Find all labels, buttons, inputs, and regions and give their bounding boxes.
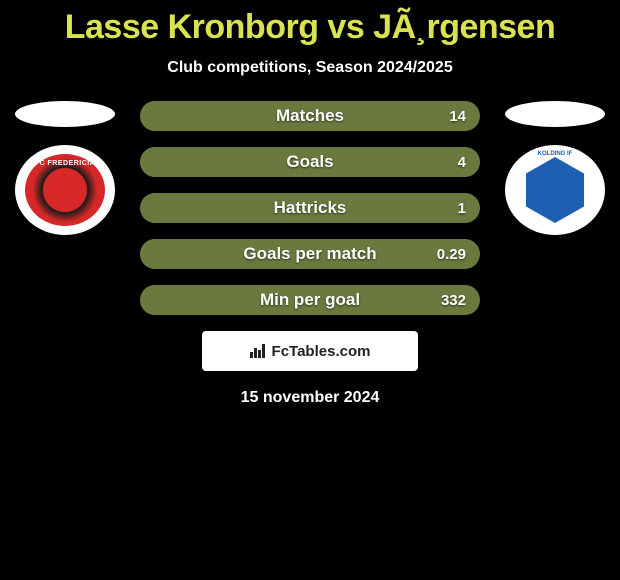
player-left-column: FC FREDERICIA xyxy=(10,101,120,235)
player-right-avatar xyxy=(505,101,605,127)
stat-value-right: 14 xyxy=(449,108,466,125)
stat-label: Matches xyxy=(140,106,480,126)
stat-value-right: 4 xyxy=(458,154,466,171)
stat-row: Goals4 xyxy=(140,147,480,177)
stat-row: Goals per match0.29 xyxy=(140,239,480,269)
stat-value-right: 1 xyxy=(458,200,466,217)
stat-label: Goals per match xyxy=(140,244,480,264)
chart-icon xyxy=(250,344,268,358)
page-subtitle: Club competitions, Season 2024/2025 xyxy=(0,59,620,77)
player-left-avatar xyxy=(15,101,115,127)
date-text: 15 november 2024 xyxy=(0,389,620,407)
player-right-column: KOLDING IF xyxy=(500,101,610,235)
comparison-content: FC FREDERICIA KOLDING IF Matches14Goals4… xyxy=(0,101,620,407)
stat-value-right: 332 xyxy=(441,292,466,309)
brand-text: FcTables.com xyxy=(272,343,371,360)
stats-container: Matches14Goals4Hattricks1Goals per match… xyxy=(140,101,480,315)
stat-row: Matches14 xyxy=(140,101,480,131)
stat-label: Hattricks xyxy=(140,198,480,218)
club-badge-right: KOLDING IF xyxy=(505,145,605,235)
page-title: Lasse Kronborg vs JÃ¸rgensen xyxy=(0,0,620,47)
stat-value-right: 0.29 xyxy=(437,246,466,263)
stat-label: Min per goal xyxy=(140,290,480,310)
stat-row: Min per goal332 xyxy=(140,285,480,315)
stat-label: Goals xyxy=(140,152,480,172)
club-name-right: KOLDING IF xyxy=(518,151,592,157)
club-name-left: FC FREDERICIA xyxy=(25,160,105,167)
brand-box[interactable]: FcTables.com xyxy=(202,331,418,371)
stat-row: Hattricks1 xyxy=(140,193,480,223)
club-badge-left: FC FREDERICIA xyxy=(15,145,115,235)
